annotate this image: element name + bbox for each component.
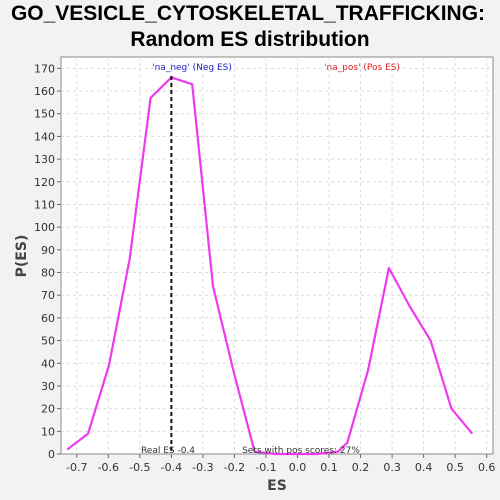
x-tick-label: 0.1: [320, 461, 338, 474]
y-tick-label: 100: [34, 221, 55, 234]
x-tick-label: 0.0: [289, 461, 307, 474]
x-tick-label: -0.3: [192, 461, 213, 474]
chart-title-line-1: GO_VESICLE_CYTOSKELETAL_TRAFFICKING:: [11, 2, 485, 25]
y-axis-ticks: 0 10 20 30 40 50 60 70 80 90 100 110 120 130 140 150 160…: [34, 62, 61, 461]
y-tick-label: 130: [34, 153, 55, 166]
x-axis-title: ES: [267, 478, 287, 494]
es-distribution-line: [66, 76, 474, 456]
y-tick-label: 90: [41, 244, 55, 257]
x-tick-label: -0.4: [161, 461, 182, 474]
x-tick-label: -0.1: [255, 461, 276, 474]
y-tick-label: 110: [34, 198, 55, 211]
x-tick-label: 0.2: [352, 461, 370, 474]
x-tick-label: 0.5: [446, 461, 464, 474]
y-tick-label: 80: [41, 267, 55, 280]
y-tick-label: 10: [41, 425, 55, 438]
chart-title-line-2: Random ES distribution: [130, 28, 369, 51]
x-axis-ticks: -0.7 -0.6 -0.5 -0.4 -0.3 -0.2 -0.1 0.0 0.1 0.2 0.3…: [66, 454, 495, 474]
x-tick-label: 0.4: [415, 461, 433, 474]
y-tick-label: 50: [41, 335, 55, 348]
x-tick-label: -0.2: [224, 461, 245, 474]
x-tick-label: -0.6: [98, 461, 119, 474]
pos-es-legend-label: 'na_pos' (Pos ES): [324, 63, 400, 73]
y-tick-label: 170: [34, 62, 55, 75]
y-tick-label: 150: [34, 108, 55, 121]
plot-area: [60, 56, 494, 455]
grid-lines: [61, 57, 493, 454]
y-tick-label: 0: [48, 448, 55, 461]
pos-scores-label: Sets with pos scores: 27%: [242, 446, 360, 456]
y-tick-label: 40: [41, 357, 55, 370]
y-tick-label: 140: [34, 130, 55, 143]
x-tick-label: 0.3: [383, 461, 401, 474]
y-tick-label: 160: [34, 85, 55, 98]
x-tick-label: -0.7: [66, 461, 87, 474]
y-tick-label: 20: [41, 403, 55, 416]
y-axis-title: P(ES): [14, 235, 30, 278]
y-tick-label: 30: [41, 380, 55, 393]
neg-es-legend-label: 'na_neg' (Neg ES): [152, 63, 232, 73]
real-es-label: Real ES -0.4: [141, 446, 195, 456]
x-tick-label: -0.5: [129, 461, 150, 474]
y-tick-label: 120: [34, 176, 55, 189]
x-tick-label: 0.6: [478, 461, 496, 474]
series-layer: [66, 76, 474, 456]
y-tick-label: 70: [41, 289, 55, 302]
y-tick-label: 60: [41, 312, 55, 325]
